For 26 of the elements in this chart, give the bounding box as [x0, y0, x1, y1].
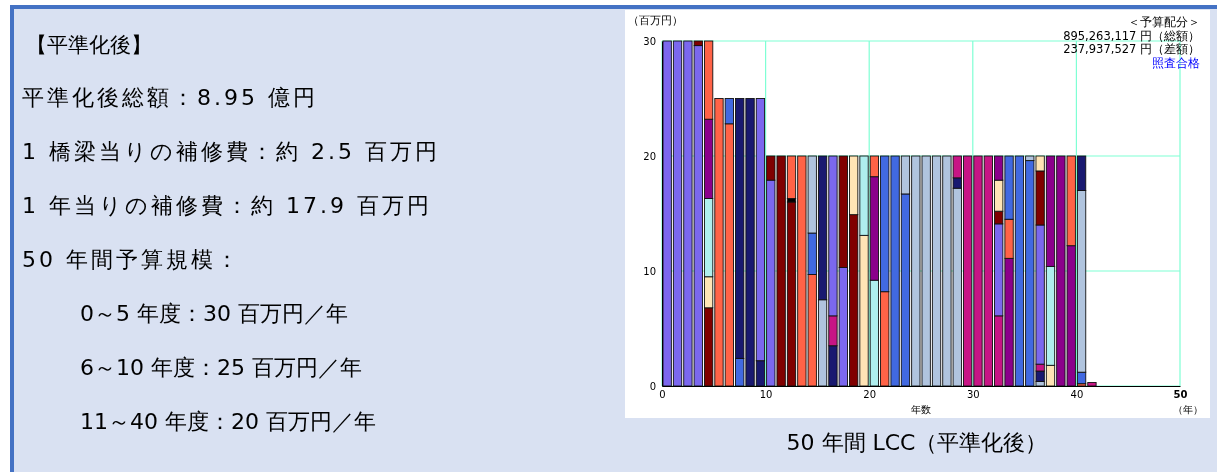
y-tick-label: 30	[643, 35, 656, 47]
y-tick-label: 10	[643, 265, 656, 277]
x-tick-label: 10	[759, 389, 773, 401]
text: 11～40 年度：20 百万円／年	[80, 409, 376, 434]
text: 1 年当りの補修費：約 17.9 百万円	[22, 193, 432, 218]
x-tick-label: 40	[1070, 389, 1084, 401]
x-tick-label: 50	[1173, 389, 1188, 401]
text: 50 年間 LCC（平準化後）	[786, 430, 1048, 455]
y-axis-title: （百万円）	[628, 14, 683, 27]
text: 50 年間予算規模：	[22, 247, 241, 272]
text: （年）	[1173, 404, 1203, 415]
text: 0～5 年度：30 百万円／年	[80, 301, 348, 326]
text: 【平準化後】	[26, 33, 152, 57]
x-axis-title: 年数	[911, 404, 931, 415]
y-tick-label: 0	[649, 380, 656, 392]
x-tick-label: 30	[966, 389, 980, 401]
y-tick-label: 20	[643, 150, 656, 162]
text: ＜予算配分＞	[1128, 15, 1200, 29]
annotation: 照査合格	[1152, 55, 1200, 70]
annotation: 237,937,527 円（差額）	[1063, 42, 1200, 56]
text: 6～10 年度：25 百万円／年	[80, 355, 362, 380]
x-tick-label: 20	[863, 389, 877, 401]
text: 平準化後総額：8.95 億円	[22, 85, 318, 110]
annotation: 895,263,117 円（総額）	[1063, 28, 1200, 43]
x-tick-label: 0	[659, 389, 666, 401]
text: 1 橋梁当りの補修費：約 2.5 百万円	[22, 139, 440, 164]
